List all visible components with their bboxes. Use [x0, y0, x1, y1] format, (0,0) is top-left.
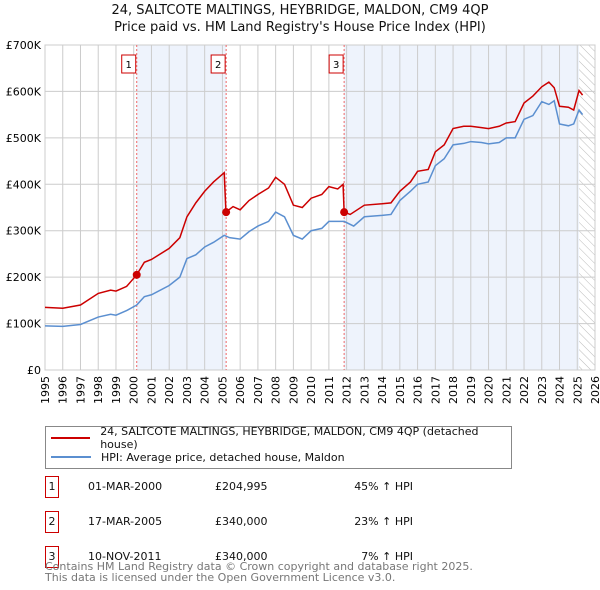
x-tick-label: 2010	[305, 376, 318, 404]
sale-label-number: 3	[333, 60, 339, 71]
y-tick-label: £500K	[6, 132, 42, 145]
sale-date: 10-NOV-2011	[88, 550, 162, 563]
y-tick-label: £0	[27, 364, 41, 377]
x-tick-label: 2022	[518, 376, 531, 404]
legend-item-property: 24, SALTCOTE MALTINGS, HEYBRIDGE, MALDON…	[51, 425, 511, 451]
sale-label-box	[121, 54, 137, 74]
x-tick-label: 2003	[181, 376, 194, 404]
sale-label-number: 2	[215, 60, 221, 71]
legend: 24, SALTCOTE MALTINGS, HEYBRIDGE, MALDON…	[45, 425, 512, 469]
sale-price: £340,000	[215, 515, 268, 528]
sale-label-box	[210, 54, 226, 74]
sale-hpi-diff: 45% ↑ HPI	[354, 480, 413, 493]
x-tick-label: 2008	[270, 376, 283, 404]
red-line-swatch	[51, 437, 91, 439]
sale-row: 2 17-MAR-2005 £340,000 23% ↑ HPI	[45, 511, 465, 535]
x-tick-label: 2006	[234, 376, 247, 404]
y-tick-label: £200K	[6, 271, 42, 284]
sale-number: 2	[45, 511, 59, 533]
sale-label-box	[328, 54, 344, 74]
plot-frame	[44, 44, 596, 371]
legend-item-hpi: HPI: Average price, detached house, Mald…	[51, 449, 345, 465]
sale-label-number: 1	[126, 60, 132, 71]
x-tick-label: 1999	[110, 376, 123, 404]
series-line	[44, 99, 584, 328]
sale-price: £340,000	[215, 550, 268, 563]
x-tick-label: 2009	[287, 376, 300, 404]
y-tick-label: £400K	[6, 178, 42, 191]
x-tick-label: 1996	[57, 376, 70, 404]
x-tick-label: 2024	[554, 376, 567, 404]
x-tick-label: 2004	[199, 376, 212, 404]
x-tick-label: 2025	[571, 376, 584, 404]
x-tick-label: 1997	[74, 376, 87, 404]
x-tick-label: 1995	[39, 376, 52, 404]
sale-number: 3	[45, 546, 59, 568]
x-tick-label: 2019	[465, 376, 478, 404]
x-tick-label: 2014	[376, 376, 389, 404]
x-tick-label: 2000	[128, 376, 141, 404]
y-tick-label: £300K	[6, 225, 42, 238]
price-chart: 1995 1996 1997 1998 1999 2000 2001 2002 2003 2004…	[6, 39, 600, 404]
footer-line-2: This data is licensed under the Open Gov…	[45, 571, 396, 584]
x-tick-label: 2007	[252, 376, 265, 404]
x-tick-label: 2001	[145, 376, 158, 404]
footer-line-1: Contains HM Land Registry data © Crown c…	[45, 560, 473, 573]
x-tick-label: 2018	[447, 376, 460, 404]
y-tick-label: £600K	[6, 85, 42, 98]
legend-label: HPI: Average price, detached house, Mald…	[101, 450, 345, 464]
sale-point	[340, 208, 349, 217]
x-tick-label: 2026	[589, 376, 600, 404]
sale-number: 1	[45, 476, 59, 498]
x-tick-label: 2021	[500, 376, 513, 404]
series-line	[44, 81, 584, 310]
legend-label: 24, SALTCOTE MALTINGS, HEYBRIDGE, MALDON…	[100, 425, 479, 451]
x-tick-label: 2012	[341, 376, 354, 404]
x-tick-label: 2023	[536, 376, 549, 404]
x-tick-label: 2005	[216, 376, 229, 404]
x-tick-label: 2015	[394, 376, 407, 404]
sale-hpi-diff: 23% ↑ HPI	[354, 515, 413, 528]
x-tick-label: 2002	[163, 376, 176, 404]
sale-date: 01-MAR-2000	[88, 480, 163, 493]
shaded-period	[344, 45, 580, 370]
x-tick-label: 1998	[92, 376, 105, 404]
sale-hpi-diff: 7% ↑ HPI	[361, 550, 413, 563]
shaded-period	[136, 45, 227, 370]
x-tick-label: 2013	[358, 376, 371, 404]
sale-point	[132, 270, 141, 279]
chart-title: 24, SALTCOTE MALTINGS, HEYBRIDGE, MALDON…	[111, 3, 489, 18]
sale-price: £204,995	[215, 480, 268, 493]
sale-row: 1 01-MAR-2000 £204,995 45% ↑ HPI	[45, 476, 465, 500]
sale-point	[222, 208, 231, 217]
future-hatch	[579, 45, 595, 370]
x-tick-label: 2020	[483, 376, 496, 404]
x-tick-label: 2017	[429, 376, 442, 404]
chart-subtitle: Price paid vs. HM Land Registry's House …	[114, 20, 486, 35]
y-tick-label: £700K	[6, 39, 42, 52]
y-tick-label: £100K	[6, 318, 42, 331]
blue-line-swatch	[51, 456, 91, 458]
x-tick-label: 2016	[412, 376, 425, 404]
x-tick-label: 2011	[323, 376, 336, 404]
sale-row: 3 10-NOV-2011 £340,000 7% ↑ HPI	[45, 546, 465, 570]
sale-date: 17-MAR-2005	[88, 515, 163, 528]
